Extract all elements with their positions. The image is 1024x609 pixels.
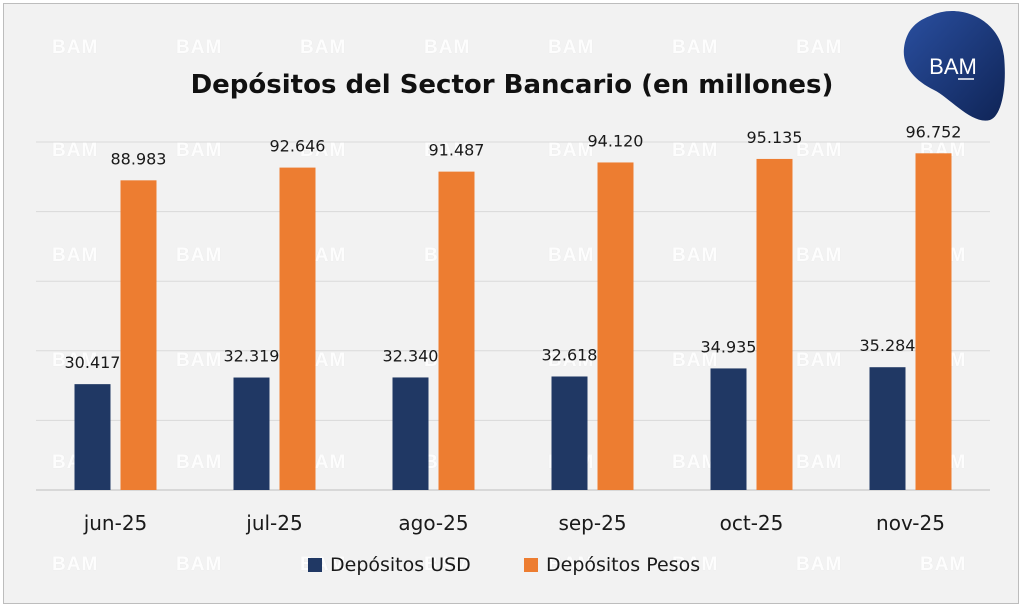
- watermark: BAM: [796, 554, 843, 575]
- watermark: BAM: [52, 37, 99, 58]
- watermark: BAM: [796, 245, 843, 266]
- watermark: BAM: [796, 452, 843, 473]
- bar-pesos: [438, 171, 475, 490]
- watermark: BAM: [176, 140, 223, 161]
- watermark: BAM: [672, 245, 719, 266]
- bar-pesos: [597, 162, 634, 490]
- watermark: BAM: [52, 245, 99, 266]
- data-label-pesos: 96.752: [906, 122, 962, 141]
- data-label-pesos: 91.487: [429, 141, 485, 160]
- data-label-pesos: 95.135: [747, 128, 803, 147]
- x-tick-label: jun-25: [83, 511, 148, 535]
- bam-logo: BAM: [903, 10, 1005, 121]
- bar-pesos: [120, 180, 157, 490]
- bar-usd: [710, 368, 747, 490]
- watermark: BAM: [672, 37, 719, 58]
- watermark: BAM: [300, 140, 347, 161]
- data-label-pesos: 92.646: [270, 137, 326, 156]
- bars: [74, 153, 952, 490]
- x-tick-label: jul-25: [245, 511, 302, 535]
- legend-label-pesos: Depósitos Pesos: [546, 554, 700, 576]
- legend: Depósitos USD Depósitos Pesos: [308, 554, 700, 576]
- x-tick-label: oct-25: [720, 511, 784, 535]
- watermark: BAM: [424, 554, 471, 575]
- watermark: BAM: [548, 554, 595, 575]
- value-labels: 30.417 88.983 32.319 92.646 32.340 91.487 32.6…: [65, 122, 962, 372]
- gridlines: [36, 141, 990, 491]
- data-label-usd: 34.935: [701, 337, 757, 356]
- legend-label-usd: Depósitos USD: [330, 554, 471, 576]
- watermark: BAM: [176, 245, 223, 266]
- legend-swatch-pesos: [524, 558, 538, 572]
- data-label-usd: 35.284: [860, 336, 916, 355]
- data-label-usd: 30.417: [65, 353, 121, 372]
- watermark: BAM: [176, 452, 223, 473]
- watermark: BAM: [176, 37, 223, 58]
- watermark: BAM: [796, 37, 843, 58]
- logo-shape: [903, 10, 1005, 121]
- watermark: BAM: [52, 140, 99, 161]
- watermark: BAM: [672, 140, 719, 161]
- x-tick-label: sep-25: [558, 511, 626, 535]
- x-axis-labels: jun-25 jul-25 ago-25 sep-25 oct-25 nov-25: [83, 511, 945, 535]
- legend-swatch-usd: [308, 558, 322, 572]
- watermark: BAM: [424, 37, 471, 58]
- bar-usd: [233, 377, 270, 490]
- chart-title: Depósitos del Sector Bancario (en millon…: [190, 70, 834, 100]
- watermark: BAM: [52, 350, 99, 371]
- watermark: BAM: [796, 350, 843, 371]
- bar-usd: [869, 367, 906, 490]
- bar-usd: [551, 376, 588, 490]
- watermark: BAM: [52, 554, 99, 575]
- logo-text: BAM: [929, 54, 977, 79]
- data-label-pesos: 88.983: [111, 149, 167, 168]
- watermark: BAM: [672, 350, 719, 371]
- data-label-usd: 32.340: [383, 346, 439, 365]
- bar-usd: [74, 384, 111, 490]
- bar-pesos: [915, 153, 952, 490]
- watermark: BAM: [548, 140, 595, 161]
- watermark: BAM: [424, 140, 471, 161]
- watermark: BAM: [796, 140, 843, 161]
- bar-usd: [392, 377, 429, 490]
- watermark: BAM: [176, 350, 223, 371]
- bar-pesos: [756, 158, 793, 490]
- watermark: BAM: [548, 245, 595, 266]
- watermark: BAM: [548, 37, 595, 58]
- x-tick-label: ago-25: [398, 511, 468, 535]
- watermark: BAM: [176, 554, 223, 575]
- chart-frame: BAM BAM BAM BAM BAM BAM BAM BAM BAM BAM BAM BAM BAM B…: [3, 3, 1019, 604]
- data-label-usd: 32.319: [224, 347, 280, 366]
- data-label-usd: 32.618: [542, 345, 598, 364]
- watermark: BAM: [300, 37, 347, 58]
- watermark: BAM: [672, 452, 719, 473]
- watermark: BAM: [548, 350, 595, 371]
- x-tick-label: nov-25: [876, 511, 945, 535]
- watermark: BAM: [672, 554, 719, 575]
- bar-pesos: [279, 167, 316, 490]
- data-label-pesos: 94.120: [588, 131, 644, 150]
- watermark: BAM: [920, 554, 967, 575]
